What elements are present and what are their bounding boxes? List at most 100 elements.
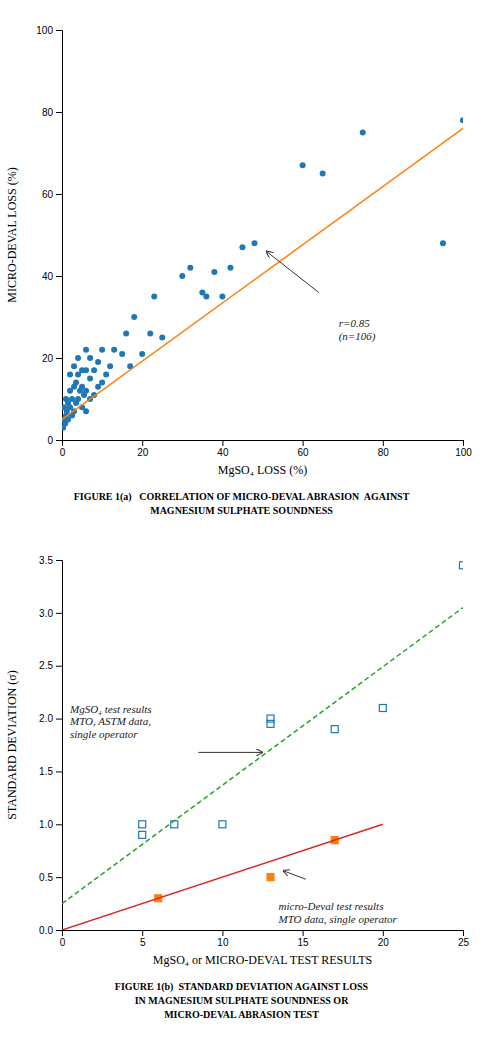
point xyxy=(139,831,146,838)
point xyxy=(227,265,233,271)
x-axis-tick-mark xyxy=(222,440,223,446)
y-axis-tick-mark xyxy=(56,194,62,195)
point xyxy=(111,347,117,353)
point xyxy=(71,363,77,369)
y-axis-tick-mark xyxy=(56,930,62,931)
point xyxy=(87,376,93,382)
y-axis-tick-mark xyxy=(56,824,62,825)
y-axis-tick-label: 80 xyxy=(42,107,54,118)
annotation: MgSO₄ test resultsMTO, ASTM data,single … xyxy=(69,703,152,740)
x-axis-tick: 40 xyxy=(217,440,229,458)
x-axis-tick-mark xyxy=(303,440,304,446)
y-axis-tick: 3.5 xyxy=(39,555,62,566)
line xyxy=(62,128,463,419)
point xyxy=(83,408,89,414)
x-axis-tick-label: 40 xyxy=(217,447,229,458)
annotation: micro-Deval test resultsMTO data, single… xyxy=(278,900,398,925)
x-axis-tick-label: 20 xyxy=(378,937,390,948)
point xyxy=(95,359,101,365)
point xyxy=(267,720,274,727)
point xyxy=(83,347,89,353)
y-axis-tick: 20 xyxy=(42,353,62,364)
x-axis-tick-label: 15 xyxy=(298,937,310,948)
x-axis-tick: 0 xyxy=(60,930,66,948)
y-axis-tick: 3.0 xyxy=(39,608,62,619)
y-axis-tick-mark xyxy=(56,560,62,561)
point xyxy=(147,330,153,336)
point xyxy=(99,380,105,386)
point xyxy=(219,821,226,828)
y-axis-tick-mark xyxy=(56,613,62,614)
point xyxy=(440,240,446,246)
y-axis-tick-label: 60 xyxy=(42,189,54,200)
annotation-line: r=0.85 xyxy=(339,317,370,329)
x-axis-tick-mark xyxy=(463,930,464,936)
annotation-line: single operator xyxy=(70,728,138,740)
y-axis-tick-label: 0.0 xyxy=(39,925,53,936)
y-axis: 020406080100 xyxy=(36,25,62,446)
point xyxy=(83,388,89,394)
x-axis-tick: 60 xyxy=(298,440,310,458)
title: MAGNESIUM SULPHATE SOUNDNESS xyxy=(150,505,333,516)
y-axis-tick-label: 0 xyxy=(47,435,53,446)
x-axis-tick: 15 xyxy=(298,930,310,948)
x-axis-tick: 25 xyxy=(458,930,470,948)
point xyxy=(239,244,245,250)
point xyxy=(203,294,209,300)
annotation-line: MgSO₄ test results xyxy=(69,703,152,715)
point xyxy=(119,351,125,357)
plot-area xyxy=(62,117,463,431)
x-axis-tick: 5 xyxy=(140,930,146,948)
y-axis-tick-label: 3.5 xyxy=(39,555,53,566)
y-axis-tick: 0.5 xyxy=(39,872,62,883)
y-axis-line xyxy=(56,31,63,441)
y-axis-tick-label: 40 xyxy=(42,271,54,282)
y-axis-tick: 80 xyxy=(42,107,62,118)
y-axis-tick: 40 xyxy=(42,271,62,282)
point xyxy=(139,821,146,828)
x-axis-tick: 10 xyxy=(217,930,229,948)
point xyxy=(67,371,73,377)
y-axis-tick: 1.5 xyxy=(39,766,62,777)
x-axis-tick-label: 25 xyxy=(458,937,470,948)
x-axis-tick: 80 xyxy=(378,440,390,458)
point xyxy=(360,130,366,136)
annotations: MgSO₄ test resultsMTO, ASTM data,single … xyxy=(69,703,398,925)
x-axis-tick-label: 100 xyxy=(455,447,472,458)
point xyxy=(107,363,113,369)
chart: 05101520250.00.51.01.52.02.53.03.5MgSO₄ … xyxy=(5,555,469,967)
point xyxy=(123,330,129,336)
chart: 020406080100020406080100MgSO₄ LOSS (%)MI… xyxy=(5,25,472,477)
annotation-arrow xyxy=(283,871,305,879)
y-axis-tick: 0 xyxy=(47,435,62,446)
point xyxy=(267,874,274,881)
x-axis-tick-label: 20 xyxy=(137,447,149,458)
y-axis: 0.00.51.01.52.02.53.03.5 xyxy=(39,555,62,936)
point xyxy=(460,117,463,123)
y-axis-tick-label: 3.0 xyxy=(39,608,53,619)
point xyxy=(251,240,257,246)
x-axis-line xyxy=(63,931,464,937)
title: MICRO-DEVAL ABRASION TEST xyxy=(164,1009,319,1020)
x-axis-tick: 20 xyxy=(378,930,390,948)
x-axis-tick-label: 5 xyxy=(140,937,146,948)
x-axis: 020406080100 xyxy=(60,440,473,458)
y-axis-tick-mark xyxy=(56,440,62,441)
x-axis-title: MgSO₄ or MICRO-DEVAL TEST RESULTS xyxy=(153,953,372,967)
line xyxy=(62,608,463,904)
point xyxy=(87,355,93,361)
title: FIGURE 1(a) CORRELATION OF MICRO-DEVAL A… xyxy=(74,491,410,503)
x-axis-tick: 20 xyxy=(137,440,149,458)
y-axis-tick: 1.0 xyxy=(39,819,62,830)
y-axis-tick: 60 xyxy=(42,189,62,200)
annotation-line: micro-Deval test results xyxy=(279,900,384,912)
y-axis-tick: 2.0 xyxy=(39,713,62,724)
annotation-arrow xyxy=(267,251,319,292)
y-axis-tick-mark xyxy=(56,877,62,878)
x-axis-line xyxy=(63,441,464,447)
y-axis-tick: 0.0 xyxy=(39,925,62,936)
y-axis-tick-label: 1.0 xyxy=(39,819,53,830)
point xyxy=(211,269,217,275)
y-axis-tick-mark xyxy=(56,30,62,31)
annotation: r=0.85(n=106) xyxy=(339,317,376,343)
